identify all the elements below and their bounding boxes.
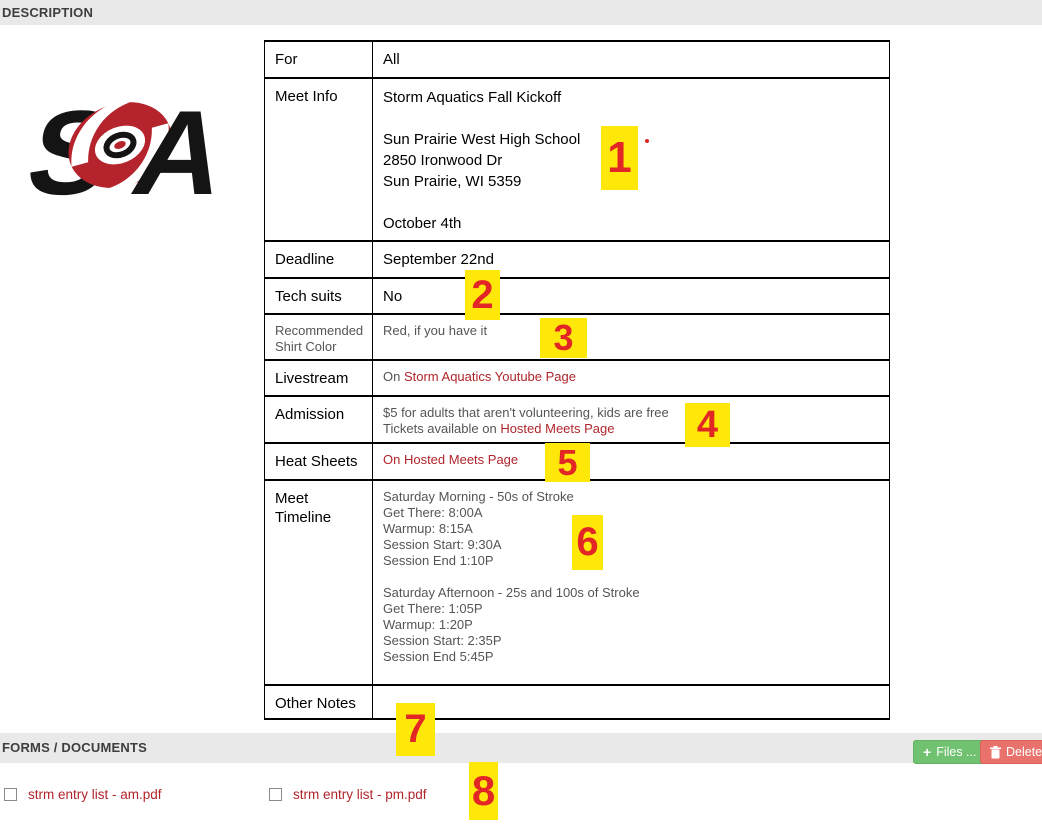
forms-documents-section-bar: FORMS / DOCUMENTS [0, 733, 1042, 763]
row-value-livestream: On Storm Aquatics Youtube Page [372, 359, 890, 397]
youtube-page-link[interactable]: Storm Aquatics Youtube Page [403, 369, 576, 384]
add-files-button[interactable]: + Files ... [913, 740, 987, 764]
document-item: strm entry list - am.pdf [4, 787, 162, 802]
document-link-am[interactable]: strm entry list - am.pdf [28, 787, 162, 802]
highlight-number-6: 6 [572, 515, 603, 570]
forms-documents-title: FORMS / DOCUMENTS [2, 740, 147, 755]
add-files-button-label: Files ... [936, 745, 977, 759]
storm-aquatics-logo: S A [12, 84, 240, 219]
document-link-pm[interactable]: strm entry list - pm.pdf [293, 787, 427, 802]
meet-info-line: 2850 Ironwood Dr [383, 152, 503, 169]
meet-details-table: For All Meet Info Storm Aquatics Fall Ki… [264, 40, 890, 720]
row-value-other-notes [372, 684, 890, 720]
meet-info-line: Storm Aquatics Fall Kickoff [383, 89, 562, 106]
document-item: strm entry list - pm.pdf [269, 787, 427, 802]
timeline-line: Saturday Afternoon - 25s and 100s of Str… [383, 585, 640, 600]
row-label-shirt-color: Recommended Shirt Color [264, 313, 373, 361]
timeline-line: Get There: 8:00A [383, 505, 483, 520]
row-label-other-notes: Other Notes [264, 684, 373, 720]
timeline-line: Session Start: 9:30A [383, 537, 502, 552]
admission-tickets-line: Tickets available on Hosted Meets Page [383, 421, 879, 437]
row-label-meet-timeline: Meet Timeline [264, 479, 373, 686]
meet-info-line: Sun Prairie West High School [383, 131, 581, 148]
timeline-line: Session Start: 2:35P [383, 633, 502, 648]
delete-button-label: Delete [1006, 745, 1042, 759]
sa-logo-graphic: S A [16, 85, 240, 219]
heat-sheets-hosted-meets-link[interactable]: On Hosted Meets Page [383, 452, 519, 467]
table-row-tech-suits: Tech suits No [264, 277, 890, 315]
meet-info-line [383, 192, 879, 213]
row-value-for: All [372, 40, 890, 79]
highlight-number-2: 2 [465, 270, 500, 320]
timeline-line: Session End 1:10P [383, 553, 494, 568]
highlight-number-5: 5 [545, 442, 590, 483]
hosted-meets-page-link[interactable]: Hosted Meets Page [500, 421, 615, 436]
row-label-meet-info: Meet Info [264, 77, 373, 242]
row-value-heat-sheets: On Hosted Meets Page [372, 442, 890, 481]
table-row-other-notes: Other Notes [264, 684, 890, 720]
row-value-shirt-color: Red, if you have it [372, 313, 890, 361]
highlight-number-3: 3 [540, 317, 587, 358]
table-row-shirt-color: Recommended Shirt Color Red, if you have… [264, 313, 890, 361]
timeline-line [383, 569, 879, 585]
row-label-livestream: Livestream [264, 359, 373, 397]
highlight-number-7: 7 [396, 703, 435, 756]
meet-info-line: Sun Prairie, WI 5359 [383, 173, 522, 190]
description-title: DESCRIPTION [2, 5, 94, 20]
timeline-line: Saturday Morning - 50s of Stroke [383, 489, 574, 504]
row-value-meet-timeline: Saturday Morning - 50s of Stroke Get The… [372, 479, 890, 686]
document-checkbox-pm[interactable] [269, 788, 282, 801]
row-value-admission: $5 for adults that aren't volunteering, … [372, 395, 890, 444]
red-dot-annotation [645, 139, 649, 143]
tickets-prefix: Tickets available on [383, 421, 501, 436]
table-row-deadline: Deadline September 22nd [264, 240, 890, 279]
table-row-meet-timeline: Meet Timeline Saturday Morning - 50s of … [264, 479, 890, 686]
row-label-deadline: Deadline [264, 240, 373, 279]
row-label-tech-suits: Tech suits [264, 277, 373, 315]
row-label-heat-sheets: Heat Sheets [264, 442, 373, 481]
table-row-livestream: Livestream On Storm Aquatics Youtube Pag… [264, 359, 890, 397]
table-row-for: For All [264, 40, 890, 79]
plus-icon: + [923, 744, 932, 760]
row-label-for: For [264, 40, 373, 79]
table-row-meet-info: Meet Info Storm Aquatics Fall Kickoff Su… [264, 77, 890, 242]
meet-info-line: October 4th [383, 215, 462, 232]
table-row-admission: Admission $5 for adults that aren't volu… [264, 395, 890, 444]
delete-button[interactable]: Delete [980, 740, 1042, 764]
timeline-line: Session End 5:45P [383, 649, 494, 664]
highlight-number-4: 4 [685, 403, 730, 447]
livestream-prefix: On [383, 369, 404, 384]
row-label-admission: Admission [264, 395, 373, 444]
table-row-heat-sheets: Heat Sheets On Hosted Meets Page [264, 442, 890, 481]
timeline-line: Get There: 1:05P [383, 601, 483, 616]
hurricane-swirl-icon [68, 97, 172, 193]
highlight-number-1: 1 [601, 126, 638, 190]
trash-icon [990, 745, 1001, 758]
timeline-line: Warmup: 8:15A [383, 521, 473, 536]
row-value-deadline: September 22nd [372, 240, 890, 279]
highlight-number-8: 8 [469, 762, 498, 820]
document-checkbox-am[interactable] [4, 788, 17, 801]
description-section-bar: DESCRIPTION [0, 0, 1042, 25]
row-value-tech-suits: No [372, 277, 890, 315]
timeline-line: Warmup: 1:20P [383, 617, 473, 632]
admission-price-line: $5 for adults that aren't volunteering, … [383, 405, 669, 420]
